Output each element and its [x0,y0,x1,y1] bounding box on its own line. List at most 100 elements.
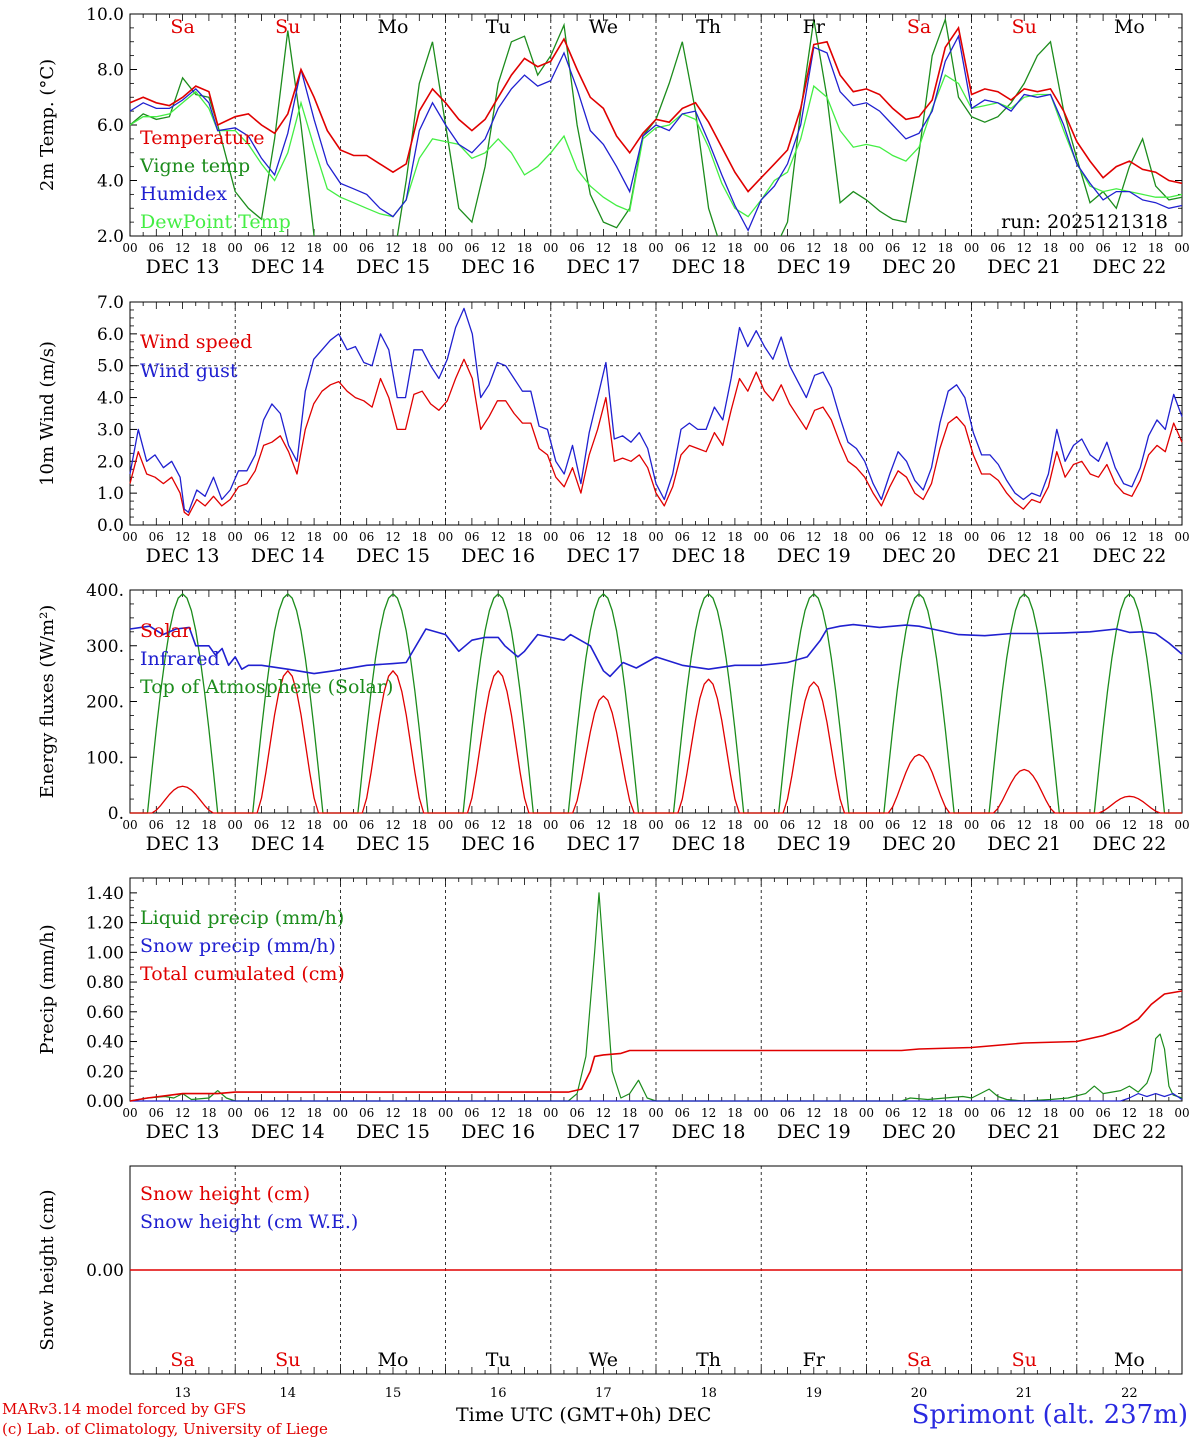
hour-tick-label: 06 [149,530,164,544]
hour-tick-label: 00 [1174,241,1189,255]
hour-tick-label: 12 [701,241,716,255]
hour-tick-label: 12 [1122,530,1137,544]
hour-tick-label: 18 [727,1106,742,1120]
hour-tick-label: 18 [938,1106,953,1120]
hour-tick-label: 18 [1043,1106,1058,1120]
hour-tick-label: 06 [1095,1106,1110,1120]
date-label: DEC 22 [1092,256,1166,278]
y-axis-label: Energy fluxes (W/m²) [37,605,58,799]
hour-tick-label: 12 [280,241,295,255]
series-infrared [129,623,1183,678]
hour-tick-label: 06 [464,241,479,255]
hour-tick-label: 18 [1148,1106,1163,1120]
hour-tick-label: 18 [1043,818,1058,832]
weekday-label: Su [275,16,300,38]
hour-tick-label: 00 [1174,1106,1189,1120]
y-axis-label: Snow height (cm) [37,1189,58,1350]
hour-tick-label: 12 [1017,241,1032,255]
hour-tick-label: 00 [754,1106,769,1120]
hour-tick-label: 18 [832,530,847,544]
hour-tick-label: 06 [359,818,374,832]
hour-tick-label: 12 [1122,818,1137,832]
hour-tick-label: 00 [438,1106,453,1120]
hour-tick-label: 00 [754,241,769,255]
hour-tick-label: 00 [648,818,663,832]
hour-tick-label: 18 [1148,530,1163,544]
y-tick-label: 1.00 [86,943,124,963]
hour-tick-label: 18 [201,1106,216,1120]
hour-tick-label: 00 [438,818,453,832]
date-label: DEC 18 [672,545,746,567]
hour-tick-label: 18 [517,1106,532,1120]
date-label: DEC 15 [356,545,430,567]
hour-tick-label: 06 [569,1106,584,1120]
time-axis-text: Time UTC (GMT+0h) [456,1404,662,1426]
y-tick-label: 8.0 [97,61,124,81]
hour-tick-label: 18 [622,530,637,544]
hour-tick-label: 12 [1017,530,1032,544]
legend-entry: Snow height (cm) [140,1183,310,1205]
y-tick-label: 0.0 [97,516,124,536]
hour-tick-label: 00 [228,241,243,255]
hour-tick-label: 12 [596,818,611,832]
hour-tick-label: 00 [333,241,348,255]
hour-tick-label: 12 [911,1106,926,1120]
hour-tick-label: 18 [306,818,321,832]
weekday-label: Th [696,16,721,38]
hour-tick-label: 18 [622,818,637,832]
hour-tick-label: 00 [543,530,558,544]
date-label: DEC 21 [987,256,1061,278]
y-tick-label: 0.00 [86,1261,124,1281]
legend-entry: Wind speed [140,331,252,353]
date-label: DEC 18 [672,1121,746,1143]
series-solar [130,670,1182,814]
weekday-label: Sa [907,1349,931,1371]
hour-tick-label: 06 [885,818,900,832]
day-number-label: 16 [490,1386,507,1400]
date-label: DEC 22 [1092,833,1166,855]
legend-entry: Solar [140,620,192,642]
date-label: DEC 22 [1092,1121,1166,1143]
series-total-cumulated-cm- [129,990,1183,1102]
legend-entry: DewPoint Temp [140,211,291,233]
date-label: DEC 17 [566,256,640,278]
hour-tick-label: 06 [464,818,479,832]
hour-tick-label: 18 [1043,241,1058,255]
hour-tick-label: 00 [648,530,663,544]
weekday-label: Tu [486,1349,511,1371]
y-tick-label: 2.0 [97,227,124,247]
hour-tick-label: 06 [885,1106,900,1120]
hour-tick-label: 12 [596,530,611,544]
hour-tick-label: 18 [727,818,742,832]
series-snow-precip-mm-h- [130,1092,1183,1102]
hour-tick-label: 12 [1017,818,1032,832]
hour-tick-label: 06 [254,818,269,832]
date-label: DEC 17 [566,545,640,567]
date-label: DEC 16 [461,1121,535,1143]
time-axis-label: Time UTC (GMT+0h) DEC [456,1404,711,1426]
date-label: DEC 17 [566,833,640,855]
legend-entry: Wind gust [140,360,238,382]
weekday-label: Su [1012,16,1037,38]
hour-tick-label: 06 [780,818,795,832]
hour-tick-label: 18 [727,241,742,255]
hour-tick-label: 12 [280,818,295,832]
hour-tick-label: 12 [385,818,400,832]
hour-tick-label: 06 [149,818,164,832]
hour-tick-label: 06 [1095,818,1110,832]
hour-tick-label: 06 [990,241,1005,255]
weekday-label: Tu [486,16,511,38]
y-tick-label: 6.0 [97,116,124,136]
y-tick-label: 300. [86,637,124,657]
hour-tick-label: 06 [885,241,900,255]
date-label: DEC 14 [251,1121,325,1143]
y-axis-label: Precip (mm/h) [37,924,58,1054]
hour-tick-label: 18 [727,530,742,544]
hour-tick-label: 12 [596,241,611,255]
date-label: DEC 13 [146,545,220,567]
y-tick-label: 4.0 [97,172,124,192]
weekday-label: We [589,1349,618,1371]
day-number-label: 18 [700,1386,717,1400]
hour-tick-label: 18 [412,530,427,544]
